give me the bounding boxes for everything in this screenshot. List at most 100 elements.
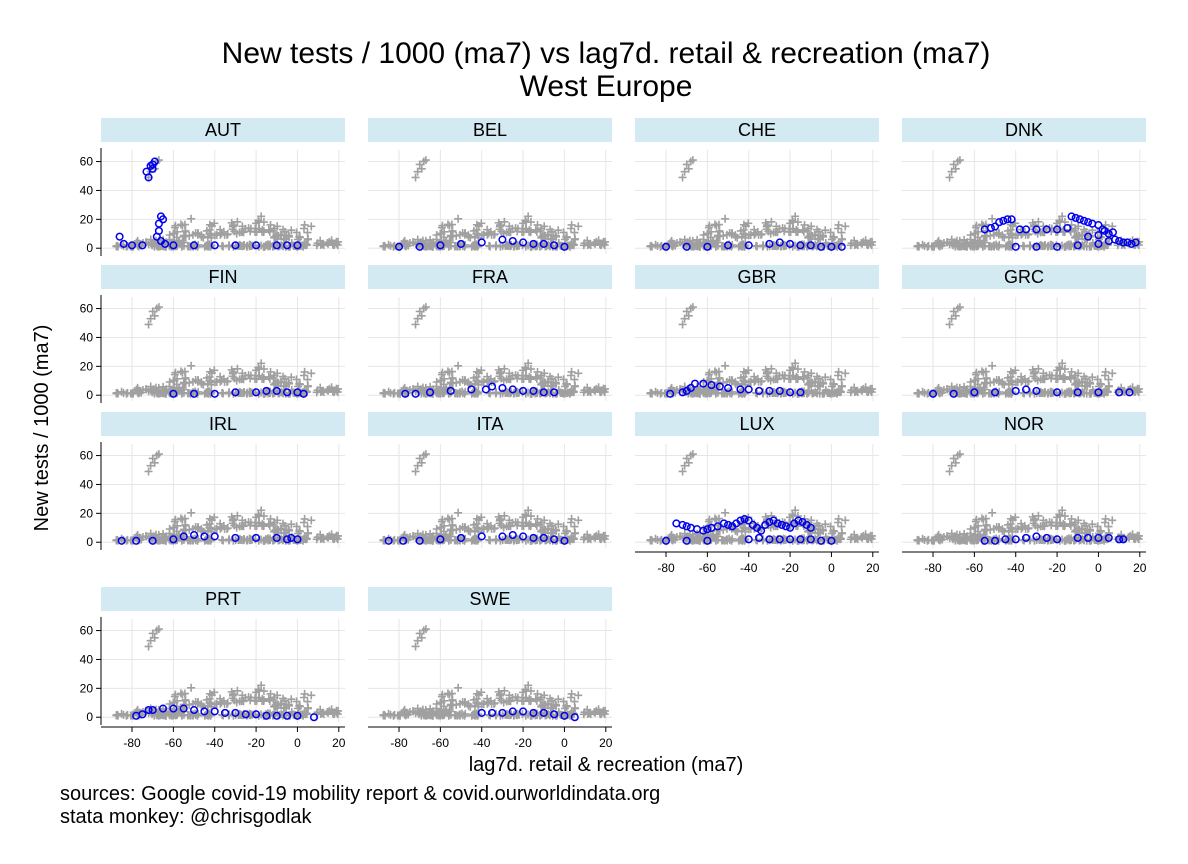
background-point (434, 239, 443, 248)
background-point (258, 227, 267, 236)
country-point (519, 238, 528, 247)
background-point (704, 229, 713, 238)
y-tick-label: 60 (80, 624, 94, 638)
background-point (590, 239, 599, 248)
background-point (864, 240, 873, 249)
background-point (432, 525, 441, 534)
background-point (171, 690, 180, 699)
background-point (418, 236, 427, 245)
country-point (119, 239, 128, 248)
background-point (287, 226, 296, 235)
background-point (432, 378, 441, 387)
background-point (251, 224, 260, 233)
background-point (187, 361, 196, 370)
background-point (448, 226, 457, 235)
background-point (417, 164, 426, 173)
facet-panel-nor: NOR-80 -60 -40 -20 0 20 (902, 412, 1147, 575)
background-point (853, 239, 862, 248)
background-point (713, 231, 722, 240)
background-point (486, 536, 495, 545)
x-tick-label: 0 (828, 561, 835, 575)
background-point (259, 218, 268, 227)
y-tick-label: 60 (80, 449, 94, 463)
background-point (833, 224, 842, 233)
background-point (972, 515, 981, 524)
background-point (165, 525, 174, 534)
background-point (718, 536, 727, 545)
background-point (980, 378, 989, 387)
background-point (390, 241, 399, 250)
background-point (526, 227, 535, 236)
background-point (179, 525, 188, 534)
background-point (495, 222, 504, 231)
facet-panel-che: CHE (635, 118, 879, 254)
background-point (486, 389, 495, 398)
background-point (466, 233, 475, 242)
background-point (219, 389, 228, 398)
background-point (384, 240, 393, 249)
background-point (257, 212, 266, 221)
background-point (685, 236, 694, 245)
background-point (219, 242, 228, 251)
background-point (478, 231, 487, 240)
country-point (150, 157, 159, 166)
x-tick-label: -40 (740, 561, 758, 575)
facet-label: CHE (738, 120, 776, 140)
country-point (436, 241, 445, 250)
background-point (524, 212, 533, 221)
country-point (161, 239, 170, 248)
background-point (785, 224, 794, 233)
country-point (550, 241, 559, 250)
background-point (203, 242, 212, 251)
background-point (181, 226, 190, 235)
background-point (470, 242, 479, 251)
background-point (205, 225, 214, 234)
background-point (737, 242, 746, 251)
x-tick-label: -60 (966, 561, 984, 575)
country-point (508, 236, 517, 246)
country-point (152, 232, 161, 241)
background-point (525, 227, 534, 236)
background-point (813, 225, 822, 234)
x-tick-label: 20 (332, 736, 346, 750)
facet-panel-gbr: GBR (635, 265, 879, 401)
x-tick-label: -60 (165, 736, 183, 750)
background-point (769, 228, 778, 237)
background-point (837, 235, 846, 244)
facet-panel-bel: BEL (368, 118, 612, 254)
y-tick-label: 40 (80, 330, 94, 344)
background-point (194, 240, 203, 249)
background-point (307, 369, 316, 378)
facet-label: IRL (209, 414, 237, 434)
country-point (999, 216, 1008, 225)
country-point (719, 519, 728, 528)
background-point (446, 378, 455, 387)
background-point (821, 226, 830, 235)
country-point (148, 164, 157, 173)
x-tick-label: -60 (699, 561, 717, 575)
country-point (115, 232, 124, 241)
background-point (246, 241, 255, 250)
background-point (966, 231, 975, 240)
background-point (753, 242, 762, 251)
y-tick-label: 40 (80, 652, 94, 666)
background-point (486, 242, 495, 251)
background-point (438, 515, 447, 524)
background-point (857, 239, 866, 248)
background-point (191, 228, 200, 237)
facet-strip (101, 118, 345, 142)
country-point (529, 239, 538, 248)
facet-strip (635, 118, 879, 142)
background-point (411, 173, 420, 182)
background-point (187, 214, 196, 223)
background-point (725, 228, 734, 237)
country-point (560, 242, 569, 251)
country-point (142, 167, 151, 176)
background-point (203, 232, 212, 241)
country-point (498, 235, 507, 244)
background-point (171, 221, 180, 230)
background-point (762, 222, 771, 231)
